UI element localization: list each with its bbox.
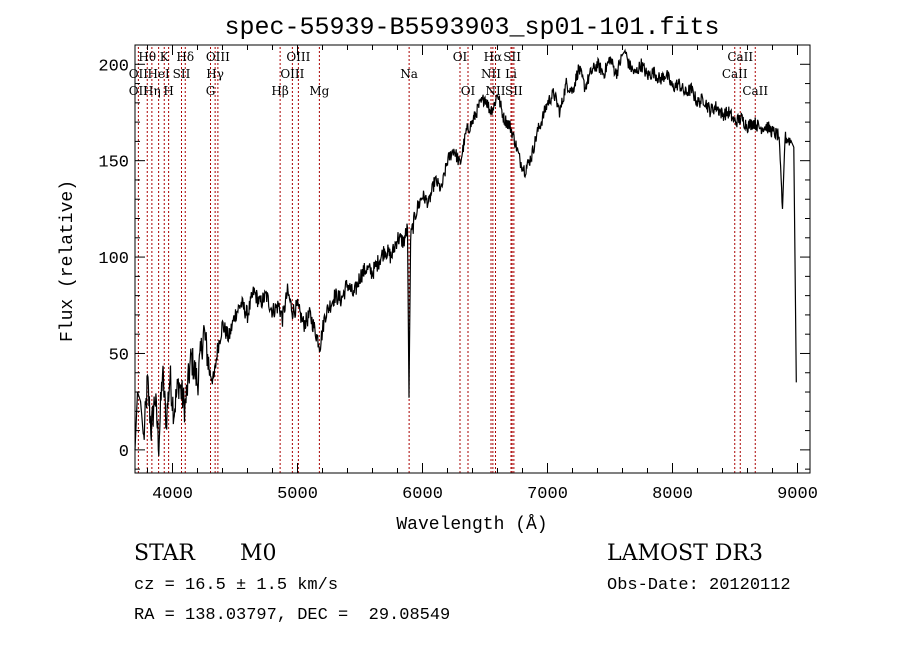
spectral-line-label: K: [160, 50, 170, 64]
spectral-line-label: OI: [453, 50, 468, 64]
spectral-line-label: NII: [481, 67, 501, 81]
chart-title: spec-55939-B5593903_sp01-101.fits: [224, 13, 719, 42]
coords-text: RA = 138.03797, DEC = 29.08549: [134, 606, 450, 625]
spectral-line-label: CaII: [722, 67, 748, 81]
spectral-line-label: OI: [461, 84, 476, 98]
spectral-line-label: Mg: [309, 84, 329, 98]
survey-name: LAMOST DR3: [607, 541, 763, 566]
spectral-line-label: CaII: [742, 84, 768, 98]
object-subclass: M0: [240, 541, 277, 566]
spectral-line-label: CaII: [727, 50, 753, 64]
spectral-line-label: Hβ: [271, 84, 288, 98]
x-tick-label: 7000: [527, 485, 568, 504]
spectral-line-label: OII: [129, 67, 149, 81]
spectral-line-label: SII: [173, 67, 191, 81]
spectral-line-label: Hγ: [206, 67, 224, 81]
spectral-line-label: Hθ: [138, 50, 156, 64]
y-tick-label: 150: [98, 154, 129, 173]
axis-ticks: 4000 5000 6000 7000 8000 9000 0 50 100 150 200: [98, 44, 818, 504]
spectral-line-label: OIII: [286, 50, 310, 64]
spectral-line-label: Hδ: [176, 50, 194, 64]
y-tick-label: 50: [109, 346, 129, 365]
plot-frame: [134, 44, 811, 474]
spectral-line-label: G: [206, 84, 216, 98]
y-tick-label: 100: [98, 250, 129, 269]
y-axis-label: Flux (relative): [58, 180, 78, 342]
spectral-line-label: SII: [505, 84, 523, 98]
object-class: STAR: [134, 541, 196, 566]
obs-date-text: Obs-Date: 20120112: [607, 576, 791, 595]
spectral-line-label: Hη: [143, 84, 161, 98]
spectral-line-label: NII: [486, 84, 506, 98]
spectral-line-label: OIII: [280, 67, 304, 81]
x-tick-label: 8000: [652, 485, 693, 504]
flux-line: [134, 48, 797, 456]
y-tick-label: 200: [98, 57, 129, 76]
flux-series: [134, 48, 797, 456]
x-tick-label: 9000: [777, 485, 818, 504]
y-tick-label: 0: [119, 443, 129, 462]
spectral-line-label: OII: [129, 84, 149, 98]
x-axis-label: Wavelength (Å): [396, 514, 547, 535]
spectral-line-label: H: [163, 84, 173, 98]
spectral-line-markers: [137, 47, 756, 473]
spectral-line-label: Li: [505, 67, 517, 81]
redshift-text: cz = 16.5 ± 1.5 km/s: [134, 576, 338, 595]
x-tick-label: 5000: [277, 485, 318, 504]
spectral-line-label: SII: [503, 50, 521, 64]
spectral-line-label: Hα: [484, 50, 503, 64]
x-tick-label: 4000: [152, 485, 193, 504]
x-tick-label: 6000: [402, 485, 443, 504]
spectral-line-label: OIII: [206, 50, 230, 64]
spectral-line-label: Na: [400, 67, 418, 81]
spectral-line-label: HeI: [147, 67, 170, 81]
